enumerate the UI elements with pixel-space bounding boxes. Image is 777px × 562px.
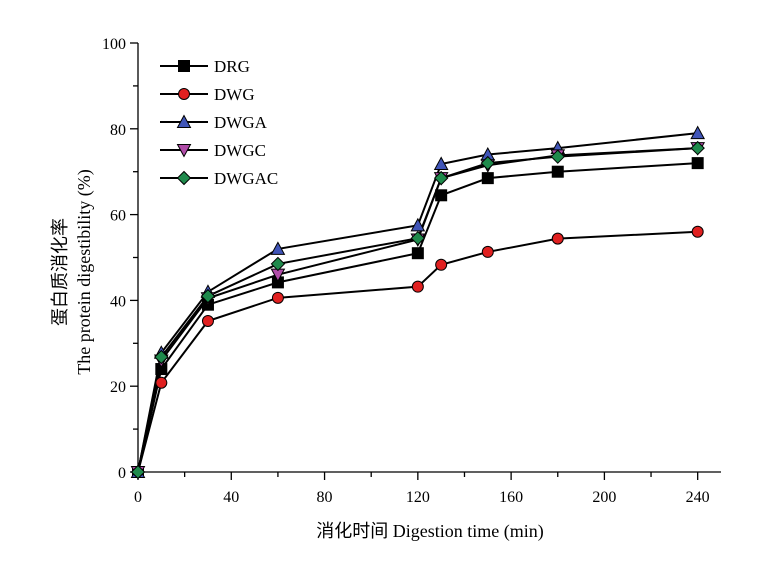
data-point-dwg xyxy=(411,280,424,293)
x-tick-label: 240 xyxy=(686,489,710,506)
series-markers xyxy=(130,125,706,480)
data-point-dwgac xyxy=(410,230,426,246)
data-point-drg xyxy=(481,172,494,185)
y-tick-label: 100 xyxy=(102,36,126,53)
data-point-dwga xyxy=(270,241,286,255)
series-line-dwgac xyxy=(137,147,698,473)
data-point-drg xyxy=(435,189,448,202)
data-point-dwgac xyxy=(433,170,449,186)
data-point-drg xyxy=(691,157,704,170)
data-point-dwgac xyxy=(200,288,216,304)
y-axis-title-en: The protein digestibility (%) xyxy=(74,169,95,374)
x-tick-label: 40 xyxy=(223,489,239,506)
data-point-dwg xyxy=(481,245,494,258)
data-point-dwg xyxy=(435,258,448,271)
x-tick-label: 120 xyxy=(406,489,430,506)
legend-marker-drg xyxy=(178,60,190,72)
legend-marker-dwga xyxy=(176,114,192,128)
data-point-dwga xyxy=(410,217,426,232)
y-tick-label: 0 xyxy=(118,465,126,482)
data-point-dwgac xyxy=(480,155,496,171)
data-point-dwgac xyxy=(550,149,565,164)
x-tick-label: 200 xyxy=(592,489,616,506)
legend-marker-dwgac xyxy=(176,170,192,186)
y-tick-label: 40 xyxy=(110,293,126,310)
legend-marker-dwgc xyxy=(176,144,192,158)
y-tick-label: 60 xyxy=(110,208,126,225)
data-point-dwg xyxy=(551,232,564,245)
data-point-drg xyxy=(411,247,424,260)
data-point-dwg xyxy=(691,225,704,238)
legend-label-drg: DRG xyxy=(214,57,250,76)
series-line-dwgc xyxy=(137,147,698,473)
y-tick-label: 20 xyxy=(110,379,126,396)
y-axis-title: 蛋白质消化率 The protein digestibility (%) xyxy=(50,169,95,374)
legend-label-dwgac: DWGAC xyxy=(214,169,278,188)
data-point-dwga xyxy=(690,125,706,140)
data-point-dwga xyxy=(433,156,449,170)
y-tick-label: 80 xyxy=(110,122,126,139)
data-point-dwg xyxy=(155,376,168,389)
data-point-dwg xyxy=(201,314,214,327)
data-point-drg xyxy=(551,165,564,178)
data-point-dwgac xyxy=(130,464,146,480)
x-tick-label: 0 xyxy=(134,489,142,506)
legend-label-dwg: DWG xyxy=(214,85,255,104)
x-tick-label: 160 xyxy=(499,489,523,506)
x-axis-title: 消化时间 Digestion time (min) xyxy=(316,521,543,542)
series-line-dwg xyxy=(137,230,698,473)
legend-marker-dwg xyxy=(178,88,190,100)
data-point-dwgac xyxy=(154,349,169,365)
legend: DRG DWG DWGA DWGC DWGAC xyxy=(160,57,278,188)
data-point-dwgac xyxy=(690,140,705,156)
data-point-dwgac xyxy=(270,256,286,272)
data-point-dwg xyxy=(271,291,284,304)
y-axis-title-cn: 蛋白质消化率 xyxy=(50,218,70,326)
x-tick-label: 80 xyxy=(317,489,333,506)
legend-label-dwgc: DWGC xyxy=(214,141,266,160)
series-line-drg xyxy=(137,162,698,473)
legend-label-dwga: DWGA xyxy=(214,113,268,132)
axes: 0 40 80 120 160 200 240 0 20 40 60 80 100 xyxy=(102,36,721,506)
